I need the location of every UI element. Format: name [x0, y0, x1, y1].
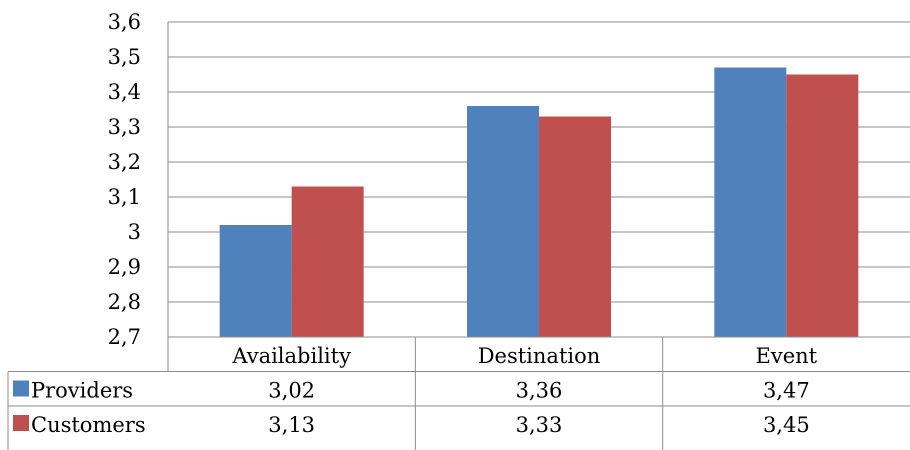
category-label: Destination: [478, 344, 601, 368]
bar-customers-availability: [291, 186, 364, 337]
table-cell: 3,47: [763, 379, 810, 403]
bars: [219, 67, 859, 337]
y-tick-label: 2,7: [108, 325, 141, 349]
data-table: Availability Destination Event Providers 3,0…: [7, 336, 910, 450]
legend-key-customers: [13, 415, 29, 431]
category-label: Event: [756, 344, 818, 368]
legend-label: Providers: [31, 379, 133, 403]
y-tick-label: 2,8: [108, 290, 141, 314]
bar-customers-event: [786, 74, 859, 337]
y-tick-label: 2,9: [108, 255, 141, 279]
table-cell: 3,36: [516, 379, 563, 403]
y-tick-label: 3,3: [108, 115, 141, 139]
bar-providers-event: [714, 67, 787, 337]
table-cell: 3,33: [516, 413, 563, 437]
bar-providers-availability: [219, 225, 292, 337]
table-cell: 3,45: [763, 413, 810, 437]
legend-key-providers: [13, 380, 29, 397]
y-tick-label: 3,5: [108, 45, 141, 69]
bar-customers-destination: [539, 116, 611, 337]
y-tick-label: 3: [128, 220, 141, 244]
y-axis: 2,7 2,8 2,9 3 3,1 3,2 3,3 3,4 3,5 3,6: [108, 10, 169, 372]
table-cell: 3,02: [268, 379, 315, 403]
y-tick-label: 3,2: [108, 150, 141, 174]
y-tick-label: 3,4: [108, 80, 141, 104]
table-cell: 3,13: [268, 413, 315, 437]
legend-label: Customers: [31, 413, 146, 437]
bar-providers-destination: [467, 106, 539, 337]
y-tick-label: 3,1: [108, 185, 141, 209]
category-label: Availability: [231, 344, 351, 368]
y-tick-label: 3,6: [108, 10, 141, 34]
